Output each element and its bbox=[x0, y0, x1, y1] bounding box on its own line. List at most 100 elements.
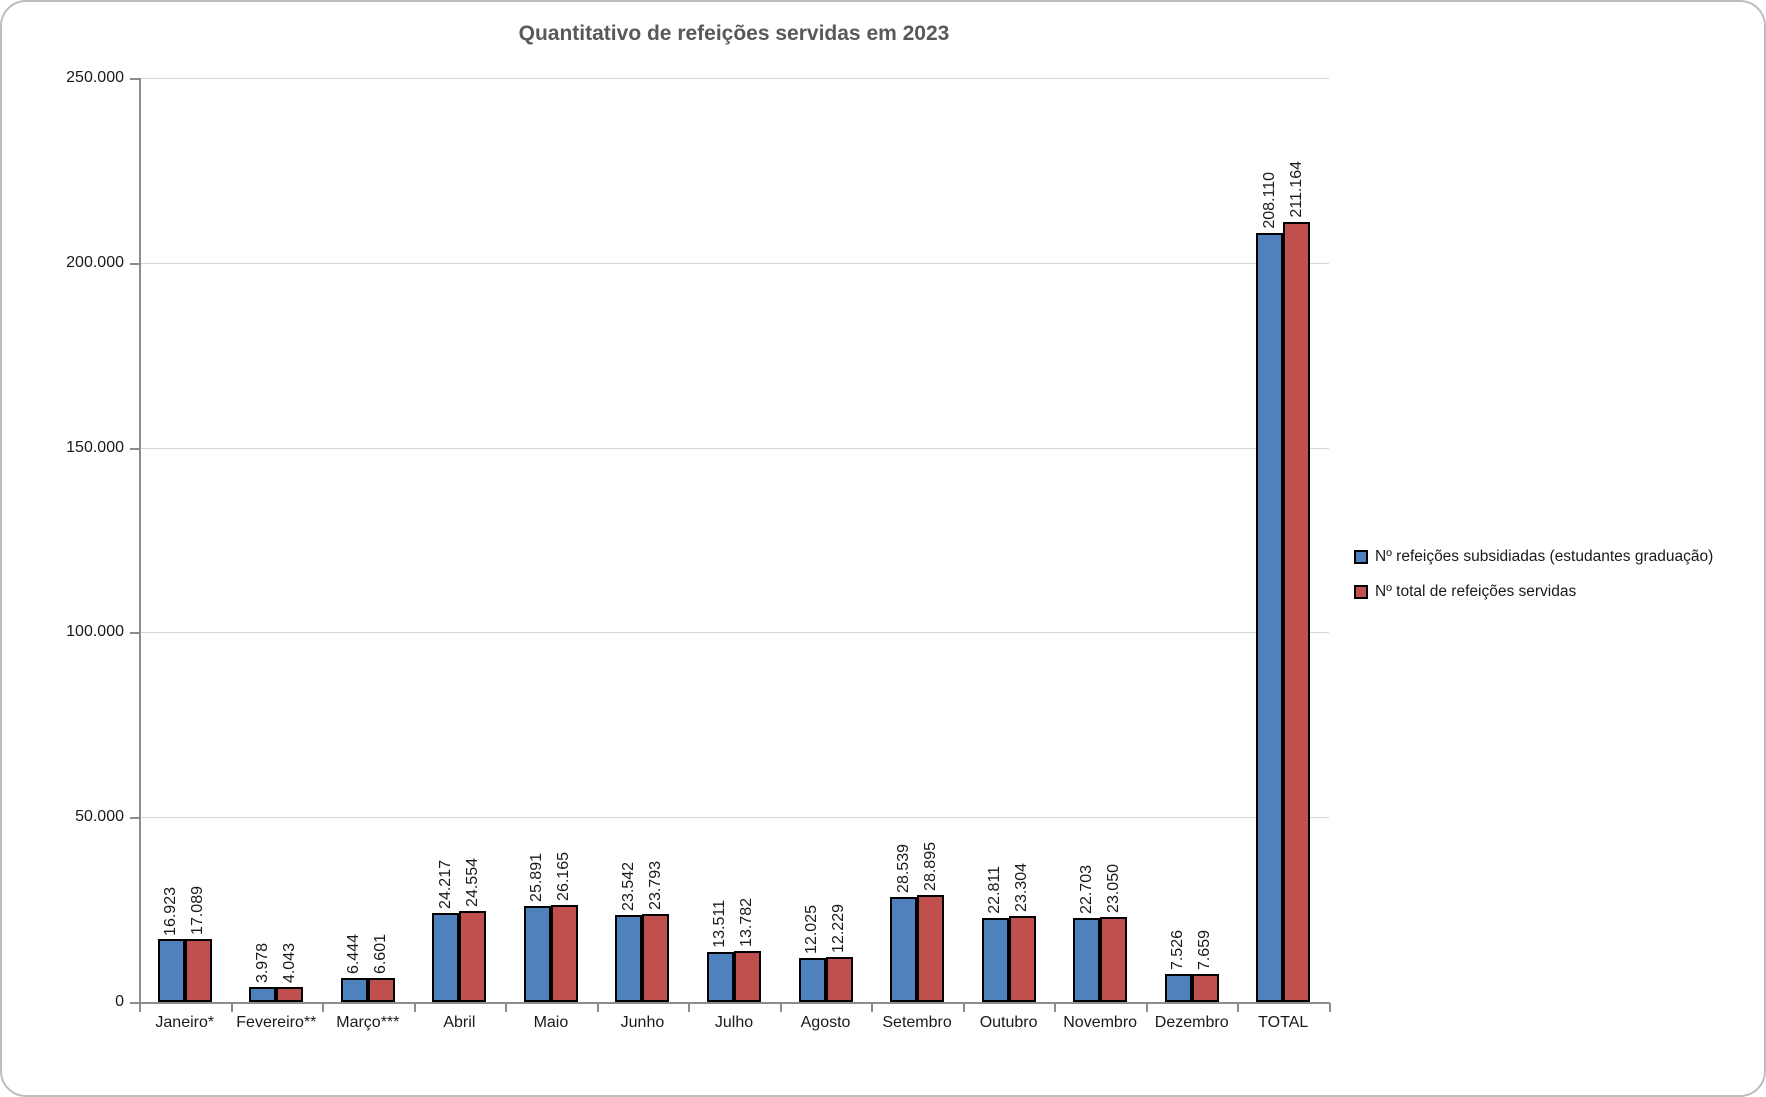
x-axis-tick bbox=[230, 1003, 233, 1012]
x-axis-category-label: Junho bbox=[620, 1014, 665, 1031]
bar-group-março: 6.444 6.601 bbox=[322, 78, 414, 1002]
chart-title: Quantitativo de refeições servidas em 20… bbox=[518, 22, 950, 45]
bar-group-junho: 23.542 23.793 bbox=[597, 78, 689, 1002]
bar-value-label: 22.703 bbox=[1077, 865, 1095, 915]
gridline bbox=[139, 78, 1329, 79]
bar-value-label: 13.782 bbox=[738, 898, 756, 948]
bar-group-janeiro: 16.923 17.089 bbox=[139, 78, 231, 1002]
y-axis-tick bbox=[130, 1002, 139, 1004]
x-axis-category-label: Fevereiro** bbox=[236, 1014, 317, 1031]
bar-value-label: 28.539 bbox=[894, 843, 912, 893]
bar-group-novembro: 22.703 23.050 bbox=[1054, 78, 1146, 1002]
bar-group-julho: 13.511 13.782 bbox=[688, 78, 780, 1002]
y-axis-tick bbox=[130, 262, 139, 265]
plot-area: 16.923 17.089 3.978 4.043 6.444 6.601 24.217 24… bbox=[139, 78, 1329, 1002]
x-axis-category-label: Agosto bbox=[800, 1014, 851, 1031]
x-axis-tick bbox=[1237, 1003, 1240, 1012]
y-axis-label: 150.000 bbox=[66, 438, 124, 456]
x-axis-category-label: Dezembro bbox=[1154, 1014, 1229, 1031]
bar-value-label: 6.601 bbox=[372, 933, 390, 974]
bar-series-0: 13.511 bbox=[706, 900, 734, 1002]
bar-series-1: 211.164 bbox=[1283, 161, 1311, 1002]
gridline bbox=[139, 262, 1329, 264]
x-axis-tick bbox=[1329, 1003, 1331, 1012]
x-axis-category-label: Outubro bbox=[979, 1014, 1038, 1031]
bar-series-0: 208.110 bbox=[1256, 172, 1284, 1002]
x-axis-tick bbox=[871, 1003, 874, 1012]
bar-series-1: 17.089 bbox=[184, 886, 212, 1002]
bar-series-1: 24.554 bbox=[459, 858, 487, 1002]
bar-series-0: 24.217 bbox=[432, 860, 460, 1002]
bar-series-1: 23.050 bbox=[1100, 864, 1128, 1002]
y-axis-tick bbox=[130, 447, 139, 450]
bar-series-0: 22.811 bbox=[981, 866, 1009, 1002]
bar-series-0: 6.444 bbox=[340, 934, 368, 1002]
bar-series-0: 28.539 bbox=[890, 844, 918, 1002]
bar-series-1: 6.601 bbox=[367, 934, 395, 1002]
bar-series-0: 23.542 bbox=[615, 862, 643, 1002]
bar-value-label: 12.229 bbox=[830, 903, 848, 953]
bar-group-maio: 25.891 26.165 bbox=[505, 78, 597, 1002]
x-axis-tick bbox=[322, 1003, 325, 1012]
y-axis-tick bbox=[130, 632, 139, 635]
legend-item-subsidiadas: Nº refeições subsidiadas (estudantes gra… bbox=[1354, 548, 1713, 566]
bar-series-0: 25.891 bbox=[523, 853, 551, 1002]
bar-group-setembro: 28.539 28.895 bbox=[871, 78, 963, 1002]
bar-value-label: 24.554 bbox=[463, 858, 481, 908]
bar-value-label: 25.891 bbox=[528, 853, 546, 903]
x-axis-category-label: Setembro bbox=[882, 1014, 952, 1031]
bar-series-0: 7.526 bbox=[1164, 930, 1192, 1002]
legend-marker-red-icon bbox=[1354, 585, 1368, 599]
x-axis-tick bbox=[688, 1003, 691, 1012]
bar-series-0: 16.923 bbox=[157, 887, 185, 1002]
x-axis-tick bbox=[1054, 1003, 1057, 1012]
bar-value-label: 23.542 bbox=[619, 862, 637, 911]
x-axis-line bbox=[139, 1002, 1330, 1004]
bar-series-1: 23.793 bbox=[642, 861, 670, 1002]
bar-group-outubro: 22.811 23.304 bbox=[963, 78, 1055, 1002]
bar-value-label: 17.089 bbox=[189, 885, 207, 935]
legend-label: Nº total de refeições servidas bbox=[1375, 583, 1577, 600]
x-axis-tick bbox=[596, 1003, 599, 1012]
x-axis-tick bbox=[413, 1003, 416, 1012]
y-axis-label: 100.000 bbox=[66, 623, 124, 641]
x-axis-tick bbox=[1145, 1003, 1148, 1012]
bar-value-label: 23.793 bbox=[646, 861, 664, 911]
y-axis-label: 0 bbox=[115, 993, 124, 1010]
bar-series-1: 4.043 bbox=[276, 943, 304, 1002]
x-axis-category-label: Abril bbox=[443, 1014, 476, 1031]
bar-value-label: 4.043 bbox=[280, 943, 298, 984]
bar-series-1: 13.782 bbox=[733, 898, 761, 1002]
x-axis-category-label: Janeiro* bbox=[155, 1014, 215, 1031]
x-axis-category-label: Março*** bbox=[336, 1014, 400, 1031]
bar-value-label: 3.978 bbox=[253, 943, 271, 984]
bar-value-label: 208.110 bbox=[1260, 172, 1278, 229]
bar-series-0: 22.703 bbox=[1073, 865, 1101, 1002]
bar-value-label: 12.025 bbox=[803, 904, 821, 954]
bar-value-label: 28.895 bbox=[921, 842, 939, 892]
bar-value-label: 23.050 bbox=[1104, 863, 1122, 913]
x-axis-category-label: Novembro bbox=[1063, 1014, 1138, 1031]
bar-group-dezembro: 7.526 7.659 bbox=[1146, 78, 1238, 1002]
gridline bbox=[139, 817, 1329, 819]
y-axis-label: 50.000 bbox=[75, 808, 124, 826]
bar-series-1: 28.895 bbox=[917, 842, 945, 1002]
bar-value-label: 7.526 bbox=[1169, 930, 1187, 971]
bar-value-label: 7.659 bbox=[1196, 929, 1214, 970]
bar-group-agosto: 12.025 12.229 bbox=[780, 78, 872, 1002]
x-axis-tick bbox=[779, 1003, 782, 1012]
bar-series-0: 12.025 bbox=[798, 905, 826, 1002]
gridline bbox=[139, 632, 1329, 634]
bar-value-label: 22.811 bbox=[986, 865, 1004, 914]
x-axis-category-label: Julho bbox=[714, 1014, 754, 1031]
bar-group-total: 208.110 211.164 bbox=[1237, 78, 1329, 1002]
x-axis-tick bbox=[505, 1003, 508, 1012]
bar-value-label: 16.923 bbox=[162, 886, 180, 936]
y-axis-tick bbox=[130, 78, 139, 80]
gridline bbox=[139, 447, 1329, 449]
bar-group-abril: 24.217 24.554 bbox=[414, 78, 506, 1002]
x-axis-category-label: Maio bbox=[533, 1014, 569, 1031]
bar-value-label: 13.511 bbox=[711, 900, 729, 949]
y-axis-label: 200.000 bbox=[66, 253, 124, 271]
bar-series-1: 12.229 bbox=[825, 904, 853, 1002]
